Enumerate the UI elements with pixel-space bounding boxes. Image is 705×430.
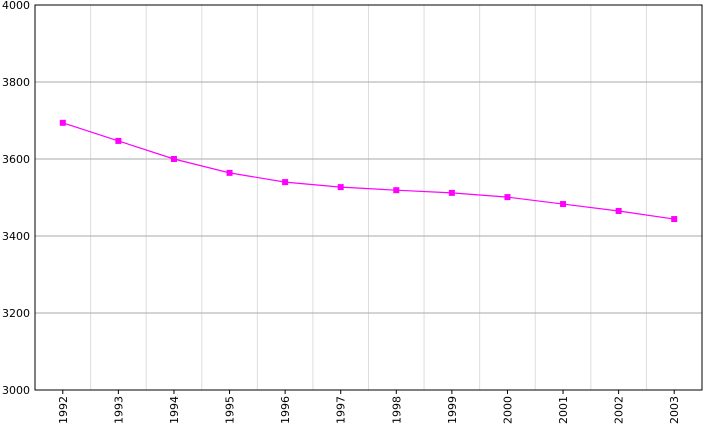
marker bbox=[115, 137, 122, 144]
marker bbox=[504, 194, 511, 201]
marker bbox=[59, 119, 66, 126]
x-tick-label: 1996 bbox=[279, 396, 292, 424]
plot-border bbox=[34, 4, 703, 391]
x-tick-label: 2003 bbox=[668, 396, 681, 424]
x-tick-label: 1993 bbox=[112, 396, 125, 424]
x-tick-label: 1997 bbox=[335, 396, 348, 424]
x-tick-label: 1995 bbox=[224, 396, 237, 424]
marker bbox=[170, 156, 177, 162]
x-tick-label: 1992 bbox=[57, 396, 70, 424]
y-tick-label: 3200 bbox=[2, 307, 30, 320]
y-tick-label: 3600 bbox=[2, 153, 30, 166]
marker bbox=[448, 189, 455, 196]
marker bbox=[560, 201, 567, 208]
marker bbox=[282, 179, 289, 186]
x-tick-label: 1994 bbox=[168, 396, 181, 424]
x-tick-label: 1999 bbox=[446, 396, 459, 424]
marker bbox=[337, 184, 344, 191]
marker bbox=[671, 216, 678, 223]
marker bbox=[615, 207, 622, 214]
x-tick-label: 1998 bbox=[390, 396, 403, 424]
y-tick-label: 3000 bbox=[2, 384, 30, 397]
marker bbox=[393, 187, 400, 194]
marker bbox=[226, 169, 233, 176]
line bbox=[62, 122, 675, 220]
y-tick-label: 3400 bbox=[2, 230, 30, 243]
y-tick-label: 3800 bbox=[2, 76, 30, 89]
y-tick-label: 4000 bbox=[2, 0, 30, 12]
x-tick-label: 2001 bbox=[557, 396, 570, 424]
x-tick-label: 2000 bbox=[501, 396, 514, 424]
x-tick-label: 2002 bbox=[613, 396, 626, 424]
